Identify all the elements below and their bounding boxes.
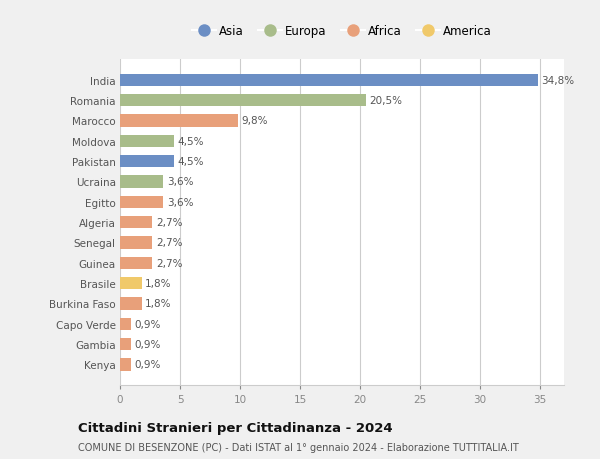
Text: 0,9%: 0,9% bbox=[134, 319, 161, 329]
Text: 1,8%: 1,8% bbox=[145, 279, 172, 288]
Text: Cittadini Stranieri per Cittadinanza - 2024: Cittadini Stranieri per Cittadinanza - 2… bbox=[78, 421, 392, 434]
Legend: Asia, Europa, Africa, America: Asia, Europa, Africa, America bbox=[187, 20, 497, 42]
Bar bbox=[120, 257, 152, 269]
Text: 0,9%: 0,9% bbox=[134, 339, 161, 349]
Bar bbox=[120, 135, 174, 147]
Bar bbox=[120, 196, 163, 208]
Bar bbox=[120, 338, 131, 351]
Text: 1,8%: 1,8% bbox=[145, 299, 172, 309]
Text: COMUNE DI BESENZONE (PC) - Dati ISTAT al 1° gennaio 2024 - Elaborazione TUTTITAL: COMUNE DI BESENZONE (PC) - Dati ISTAT al… bbox=[78, 442, 519, 452]
Text: 3,6%: 3,6% bbox=[167, 197, 193, 207]
Bar bbox=[120, 176, 163, 188]
Bar bbox=[120, 237, 152, 249]
Text: 2,7%: 2,7% bbox=[156, 218, 182, 228]
Bar bbox=[120, 298, 142, 310]
Text: 2,7%: 2,7% bbox=[156, 258, 182, 268]
Text: 0,9%: 0,9% bbox=[134, 360, 161, 369]
Bar bbox=[120, 74, 538, 87]
Bar bbox=[120, 358, 131, 371]
Text: 9,8%: 9,8% bbox=[241, 116, 268, 126]
Bar bbox=[120, 277, 142, 290]
Bar bbox=[120, 217, 152, 229]
Text: 20,5%: 20,5% bbox=[370, 96, 403, 106]
Bar bbox=[120, 318, 131, 330]
Text: 34,8%: 34,8% bbox=[541, 76, 574, 85]
Bar bbox=[120, 156, 174, 168]
Bar bbox=[120, 115, 238, 127]
Text: 4,5%: 4,5% bbox=[178, 136, 204, 146]
Text: 2,7%: 2,7% bbox=[156, 238, 182, 248]
Text: 3,6%: 3,6% bbox=[167, 177, 193, 187]
Text: 4,5%: 4,5% bbox=[178, 157, 204, 167]
Bar bbox=[120, 95, 366, 107]
